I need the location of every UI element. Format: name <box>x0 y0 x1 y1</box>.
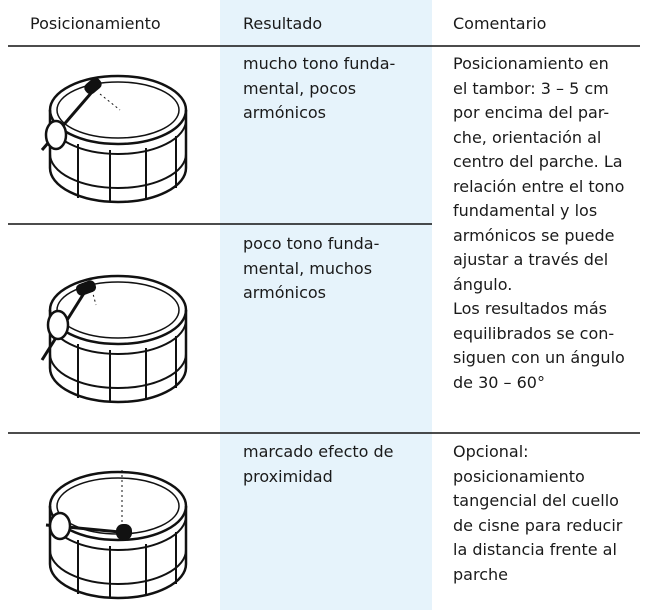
text-line: relación entre el tono <box>453 176 625 196</box>
drum-illustration-1 <box>40 74 188 204</box>
result-cell: mucho tono funda-mental, pocos armónicos <box>243 52 395 126</box>
text-line: equilibrados se con- <box>453 323 615 343</box>
header-cell: Comentario <box>453 14 547 33</box>
comment-cell: Posicionamiento en el tambor: 3 – 5 cm por… <box>453 52 625 395</box>
result-cell: poco tono funda-mental, muchos armónicos <box>243 232 379 306</box>
text-line: che, orientación al <box>453 127 602 147</box>
text-line: Los resultados más <box>453 299 608 318</box>
text-line: proximidad <box>243 466 333 486</box>
text-line: de 30 – 60° <box>453 372 545 392</box>
text-line: parche <box>453 564 508 584</box>
text-line: mental, muchos <box>243 258 373 278</box>
text-line: mental, pocos <box>243 78 357 98</box>
text-line: la distancia frente al <box>453 540 617 559</box>
text-line: Posicionamiento en <box>453 54 609 73</box>
text-line: armónicos <box>243 103 326 122</box>
drum-illustration-2 <box>40 274 188 404</box>
text-line: poco tono funda- <box>243 234 380 253</box>
result-cell: marcado efecto de proximidad <box>243 440 394 489</box>
text-line: armónicos se puede <box>453 225 615 245</box>
text-line: posicionamiento <box>453 466 585 486</box>
text-line: armónicos <box>243 283 326 302</box>
text-line: de cisne para reducir <box>453 515 623 535</box>
header-cell: Posicionamiento <box>30 14 161 33</box>
text-line: ángulo. <box>453 274 513 294</box>
text-line: por encima del par- <box>453 103 610 122</box>
text-line: centro del parche. La <box>453 152 623 171</box>
comment-cell: Opcional: posicionamiento tangencial del c… <box>453 440 622 587</box>
text-line: siguen con un ángulo <box>453 348 625 367</box>
text-line: ajustar a través del <box>453 250 609 269</box>
text-line: el tambor: 3 – 5 cm <box>453 78 609 98</box>
highlight-column <box>220 0 432 610</box>
text-line: tangencial del cuello <box>453 491 619 510</box>
drum-illustration-3 <box>45 470 188 600</box>
text-line: marcado efecto de <box>243 442 394 461</box>
text-line: fundamental y los <box>453 201 598 220</box>
text-line: Opcional: <box>453 442 529 461</box>
header-cell: Resultado <box>243 14 323 33</box>
text-line: mucho tono funda- <box>243 54 396 73</box>
